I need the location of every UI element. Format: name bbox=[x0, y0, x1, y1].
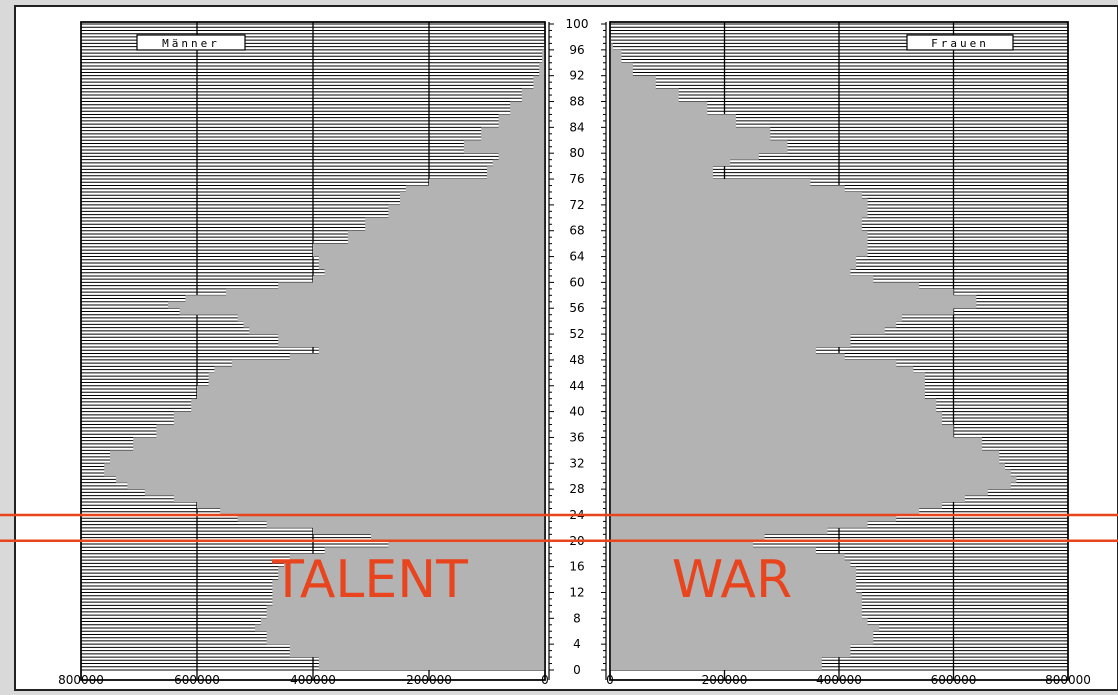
x-tick-label-right: 400000 bbox=[816, 673, 862, 687]
right-panel-legend: Frauen bbox=[906, 34, 1014, 51]
age-tick-label: 12 bbox=[569, 585, 584, 599]
age-tick-label: 88 bbox=[569, 95, 584, 109]
x-tick-label-right: 600000 bbox=[931, 673, 977, 687]
age-tick-label: 80 bbox=[569, 146, 584, 160]
age-tick-label: 96 bbox=[569, 43, 584, 57]
overlay-text-talent: TALENT bbox=[271, 550, 468, 610]
right-panel-label: Frauen bbox=[931, 37, 989, 50]
right-population-area-frauen bbox=[610, 30, 1017, 670]
age-tick-label: 48 bbox=[569, 353, 584, 367]
age-tick-label: 4 bbox=[573, 637, 581, 651]
age-tick-label: 60 bbox=[569, 275, 584, 289]
left-population-area-männer bbox=[104, 30, 545, 670]
left-panel-border bbox=[80, 21, 546, 681]
overlay-text-war: WAR bbox=[672, 550, 792, 610]
x-tick-label-left: 800000 bbox=[58, 673, 104, 687]
x-tick-label-right: 200000 bbox=[702, 673, 748, 687]
left-panel-legend: Männer bbox=[136, 34, 246, 51]
x-tick-label-left: 400000 bbox=[290, 673, 336, 687]
x-axis-left: 800000 600000 400000 200000 0 bbox=[58, 673, 549, 687]
talent-war-overlay: TALENT WAR bbox=[0, 513, 1118, 610]
right-panel-female bbox=[609, 21, 1069, 681]
x-tick-label-right: 0 bbox=[606, 673, 614, 687]
age-tick-label: 84 bbox=[569, 120, 584, 134]
x-tick-label-left: 200000 bbox=[406, 673, 452, 687]
age-axis-background bbox=[549, 20, 606, 682]
x-tick-label-right: 800000 bbox=[1045, 673, 1091, 687]
age-tick-label: 0 bbox=[573, 663, 581, 677]
age-axis: 0481216202428323640444852566064687276808… bbox=[548, 17, 607, 682]
age-tick-label: 72 bbox=[569, 198, 584, 212]
x-tick-label-left: 0 bbox=[541, 673, 549, 687]
age-tick-label: 68 bbox=[569, 224, 584, 238]
left-panel-male bbox=[80, 21, 546, 681]
age-tick-label: 100 bbox=[566, 17, 589, 31]
age-tick-label: 8 bbox=[573, 611, 581, 625]
x-axis-right: 0 200000 400000 600000 800000 bbox=[606, 673, 1091, 687]
age-tick-label: 16 bbox=[569, 560, 584, 574]
age-tick-label: 64 bbox=[569, 250, 584, 264]
age-tick-label: 32 bbox=[569, 456, 584, 470]
age-tick-label: 36 bbox=[569, 430, 584, 444]
age-tick-label: 56 bbox=[569, 301, 584, 315]
x-tick-label-left: 600000 bbox=[174, 673, 220, 687]
age-tick-label: 52 bbox=[569, 327, 584, 341]
left-panel-label: Männer bbox=[162, 37, 220, 50]
age-tick-label: 28 bbox=[569, 482, 584, 496]
age-tick-label: 92 bbox=[569, 69, 584, 83]
right-panel-border bbox=[609, 21, 1069, 681]
age-tick-label: 40 bbox=[569, 405, 584, 419]
age-tick-label: 76 bbox=[569, 172, 584, 186]
age-tick-label: 44 bbox=[569, 379, 584, 393]
